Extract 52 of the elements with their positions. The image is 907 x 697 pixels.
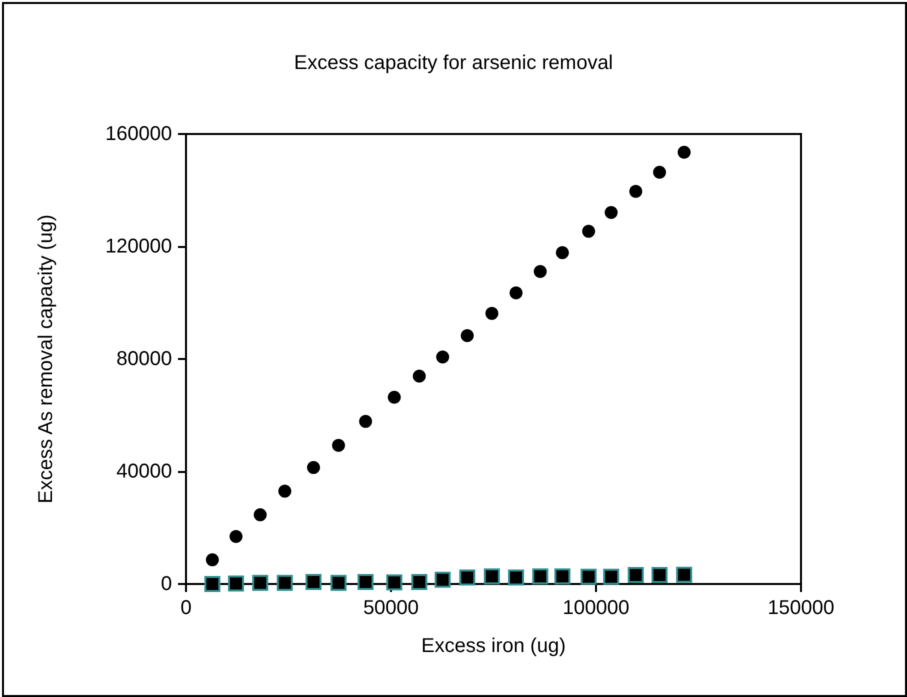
point xyxy=(252,574,268,591)
point xyxy=(678,146,691,159)
point xyxy=(358,574,374,590)
y-tick-label: 40000 xyxy=(116,460,172,482)
point xyxy=(278,484,292,498)
point xyxy=(652,567,668,583)
point xyxy=(436,350,450,364)
y-tick-label: 0 xyxy=(160,573,172,595)
point xyxy=(629,184,642,198)
y-tick-label: 80000 xyxy=(116,348,172,370)
point xyxy=(603,568,620,585)
chart-title: Excess capacity for arsenic removal xyxy=(294,52,614,74)
point xyxy=(460,329,474,342)
point xyxy=(306,574,322,590)
point xyxy=(388,390,401,404)
point xyxy=(485,306,498,320)
point xyxy=(386,574,402,590)
point xyxy=(459,570,476,586)
point xyxy=(653,166,666,179)
point xyxy=(484,568,500,584)
point xyxy=(508,570,524,586)
point xyxy=(307,461,320,474)
point xyxy=(332,438,346,452)
point xyxy=(676,566,692,583)
y-tick-label: 160000 xyxy=(105,123,172,145)
point xyxy=(532,568,548,584)
point xyxy=(254,508,267,522)
point xyxy=(411,574,428,590)
point xyxy=(534,265,547,278)
point xyxy=(554,568,570,584)
point xyxy=(510,286,523,300)
y-tick-label: 120000 xyxy=(105,236,172,258)
x-tick-label: 0 xyxy=(180,597,192,619)
point xyxy=(628,567,644,583)
x-tick-label: 100000 xyxy=(562,597,630,619)
x-tick-label: 50000 xyxy=(363,597,419,619)
point xyxy=(359,414,372,428)
x-tick-label: 150000 xyxy=(768,597,834,619)
y-axis-title: Excess As removal capacity (ug) xyxy=(35,214,57,504)
x-axis-title: Excess iron (ug) xyxy=(421,635,566,657)
point xyxy=(556,246,569,260)
point xyxy=(582,224,596,238)
point xyxy=(434,572,451,588)
point xyxy=(228,575,244,592)
point xyxy=(230,530,243,543)
point xyxy=(206,553,219,566)
point xyxy=(412,370,426,383)
point xyxy=(276,574,293,591)
point xyxy=(580,568,597,585)
point xyxy=(604,206,618,219)
point xyxy=(204,576,220,592)
point xyxy=(330,574,347,591)
